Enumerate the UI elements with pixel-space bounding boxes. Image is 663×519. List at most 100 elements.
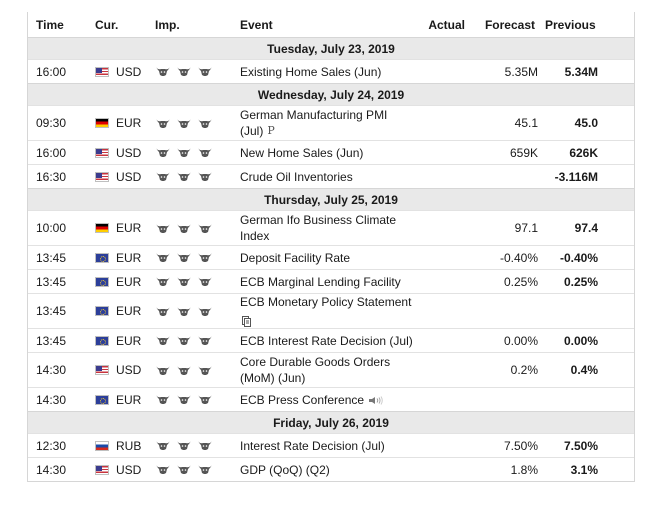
currency-cell: EUR	[91, 393, 151, 407]
bull-icon	[155, 306, 171, 317]
event-row[interactable]: 14:30 USD Core Durable Goods Orders (MoM)…	[28, 352, 634, 387]
event-cell[interactable]: Crude Oil Inventories	[235, 169, 415, 185]
previous-value: 0.4%	[570, 363, 598, 377]
bull-icon	[197, 394, 213, 405]
event-cell[interactable]: ECB Marginal Lending Facility	[235, 274, 415, 290]
forecast-value: 7.50%	[503, 438, 538, 453]
event-name[interactable]: New Home Sales (Jun)	[240, 145, 364, 160]
event-time: 14:30	[36, 392, 67, 407]
day-label: Tuesday, July 23, 2019	[267, 41, 395, 56]
bull-icon	[176, 252, 192, 263]
importance-column-header[interactable]: Imp.	[155, 17, 180, 32]
speaker-icon[interactable]	[364, 393, 384, 407]
currency-code: USD	[116, 169, 142, 184]
event-row[interactable]: 13:45 EUR ECB Interest Rate Decision (Ju…	[28, 328, 634, 352]
event-time: 14:30	[36, 462, 67, 477]
event-row[interactable]: 16:00 USD New Home Sales (Jun) 659K 626K	[28, 140, 634, 164]
importance-rating	[151, 118, 235, 129]
event-cell[interactable]: German Manufacturing PMI (Jul) P	[235, 107, 415, 140]
importance-rating	[151, 335, 235, 346]
event-name[interactable]: Deposit Facility Rate	[240, 250, 351, 265]
event-time: 13:45	[36, 304, 67, 318]
currency-code: EUR	[116, 274, 142, 289]
event-name[interactable]: Core Durable Goods Orders	[240, 355, 391, 369]
event-row[interactable]: 13:45 EUR ECB Monetary Policy Statement	[28, 293, 634, 328]
event-row[interactable]: 14:30 USD GDP (QoQ) (Q2) 1.8% 3.1%	[28, 457, 634, 481]
event-cell[interactable]: Deposit Facility Rate	[235, 250, 415, 266]
previous-column-header[interactable]: Previous	[545, 17, 596, 32]
bull-icon	[197, 440, 213, 451]
previous-value: 45.0	[574, 116, 598, 130]
importance-rating	[151, 66, 235, 77]
event-name[interactable]: German Manufacturing PMI	[240, 107, 388, 122]
event-row[interactable]: 12:30 RUB Interest Rate Decision (Jul) 7…	[28, 433, 634, 457]
bull-icon	[197, 252, 213, 263]
currency-cell: USD	[91, 65, 151, 79]
event-name[interactable]: ECB Press Conference	[240, 392, 365, 407]
currency-cell: USD	[91, 363, 151, 377]
eu-flag-icon	[95, 252, 109, 263]
bull-icon	[197, 335, 213, 346]
forecast-column-header[interactable]: Forecast	[484, 17, 535, 32]
event-name[interactable]: ECB Monetary Policy Statement	[240, 294, 412, 309]
event-time: 16:30	[36, 169, 67, 184]
event-row[interactable]: 10:00 EUR German Ifo Business Climate Ind…	[28, 210, 634, 245]
currency-cell: EUR	[91, 304, 151, 318]
bull-icon	[176, 464, 192, 475]
event-cell[interactable]: ECB Press Conference	[235, 392, 415, 408]
previous-value: 7.50%	[563, 438, 598, 453]
event-name[interactable]: ECB Marginal Lending Facility	[240, 274, 401, 289]
bull-icon	[176, 118, 192, 129]
currency-code: USD	[116, 64, 142, 79]
bull-icon	[176, 394, 192, 405]
event-name-continued[interactable]: (Jul)	[240, 123, 264, 138]
event-cell[interactable]: New Home Sales (Jun)	[235, 145, 415, 161]
event-row[interactable]: 13:45 EUR ECB Marginal Lending Facility …	[28, 269, 634, 293]
day-label: Thursday, July 25, 2019	[264, 192, 398, 207]
event-column-header[interactable]: Event	[240, 17, 273, 32]
actual-column-header[interactable]: Actual	[428, 17, 465, 32]
event-row[interactable]: 14:30 EUR ECB Press Conference	[28, 387, 634, 411]
event-name-continued[interactable]: Index	[240, 229, 270, 243]
eu-flag-icon	[95, 306, 109, 316]
event-cell[interactable]: ECB Monetary Policy Statement	[235, 294, 415, 329]
document-icon[interactable]	[242, 313, 415, 329]
eu-flag-icon	[95, 394, 109, 405]
event-time: 16:00	[36, 145, 67, 160]
bull-icon	[155, 365, 171, 376]
event-name-continued[interactable]: (MoM) (Jun)	[240, 371, 306, 385]
time-column-header[interactable]: Time	[36, 17, 64, 32]
event-name[interactable]: Crude Oil Inventories	[240, 169, 353, 184]
event-name[interactable]: Existing Home Sales (Jun)	[240, 64, 382, 79]
day-label: Friday, July 26, 2019	[273, 415, 389, 430]
bull-icon	[176, 66, 192, 77]
event-name[interactable]: Interest Rate Decision (Jul)	[240, 438, 385, 453]
event-cell[interactable]: German Ifo Business Climate Index	[235, 212, 415, 244]
event-row[interactable]: 09:30 EUR German Manufacturing PMI (Jul) P…	[28, 105, 634, 140]
currency-column-header[interactable]: Cur.	[95, 17, 119, 32]
currency-cell: EUR	[91, 275, 151, 289]
bull-icon	[155, 335, 171, 346]
currency-code: EUR	[116, 304, 142, 318]
preliminary-icon[interactable]: P	[267, 124, 275, 138]
event-cell[interactable]: Interest Rate Decision (Jul)	[235, 438, 415, 454]
event-name[interactable]: ECB Interest Rate Decision (Jul)	[240, 333, 413, 348]
event-cell[interactable]: Existing Home Sales (Jun)	[235, 64, 415, 80]
currency-code: EUR	[116, 333, 142, 348]
event-name[interactable]: German Ifo Business Climate	[240, 213, 397, 227]
event-row[interactable]: 16:30 USD Crude Oil Inventories -3.116M	[28, 164, 634, 188]
forecast-value: 0.2%	[510, 363, 538, 377]
event-row[interactable]: 13:45 EUR Deposit Facility Rate -0.40% -…	[28, 245, 634, 269]
event-row[interactable]: 16:00 USD Existing Home Sales (Jun) 5.35…	[28, 59, 634, 83]
event-cell[interactable]: Core Durable Goods Orders (MoM) (Jun)	[235, 354, 415, 386]
event-cell[interactable]: ECB Interest Rate Decision (Jul)	[235, 333, 415, 349]
currency-code: EUR	[116, 250, 142, 265]
previous-value: 0.00%	[563, 333, 598, 348]
bull-icon	[176, 147, 192, 158]
event-name[interactable]: GDP (QoQ) (Q2)	[240, 462, 330, 477]
event-time: 13:45	[36, 274, 67, 289]
event-time: 16:00	[36, 64, 67, 79]
event-time: 10:00	[36, 221, 67, 235]
forecast-value: 1.8%	[510, 462, 538, 477]
event-cell[interactable]: GDP (QoQ) (Q2)	[235, 462, 415, 478]
